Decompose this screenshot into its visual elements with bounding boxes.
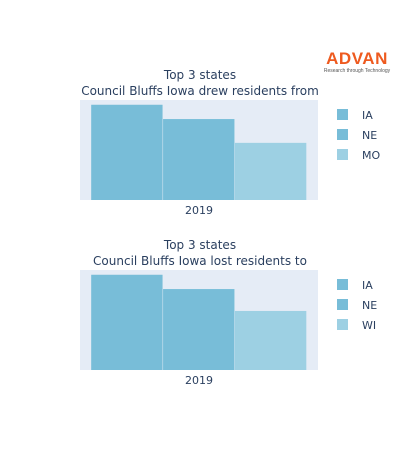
chart-1-legend-label-wi: WI: [362, 319, 376, 332]
chart-0-legend-swatch-ne: [337, 129, 348, 140]
advan-logo: ADVAN Research through Technology: [318, 50, 396, 76]
chart-1-legend-item-wi[interactable]: WI: [337, 319, 376, 332]
chart-0-legend-swatch-ia: [337, 109, 348, 120]
chart-1-legend-swatch-wi: [337, 319, 348, 330]
chart-0-legend-label-ia: IA: [362, 109, 373, 122]
advan-logo-name: ADVAN: [326, 49, 388, 68]
chart-0-legend-item-mo[interactable]: MO: [337, 149, 380, 162]
chart-0-bar-ne[interactable]: [163, 119, 235, 200]
chart-1-title-line-1: Top 3 states: [163, 238, 236, 252]
chart-0-x-tick-label: 2019: [185, 204, 213, 217]
chart-1-bar-wi[interactable]: [234, 310, 307, 370]
chart-0-legend-item-ne[interactable]: NE: [337, 129, 377, 142]
chart-0-legend-label-ne: NE: [362, 129, 377, 142]
chart-1-x-tick-label: 2019: [185, 374, 213, 387]
chart-1-legend-label-ia: IA: [362, 279, 373, 292]
chart-drew-residents-from: Top 3 states Council Bluffs Iowa drew res…: [80, 68, 380, 217]
chart-1-title-line-2: Council Bluffs Iowa lost residents to: [93, 254, 307, 268]
chart-1-legend-item-ne[interactable]: NE: [337, 299, 377, 312]
chart-1-legend-label-ne: NE: [362, 299, 377, 312]
chart-0-legend-item-ia[interactable]: IA: [337, 109, 373, 122]
chart-1-bar-ia[interactable]: [91, 274, 163, 370]
chart-0-bar-ia[interactable]: [91, 104, 163, 200]
chart-1-legend-swatch-ia: [337, 279, 348, 290]
chart-0-legend-label-mo: MO: [362, 149, 380, 162]
advan-logo-tagline: Research through Technology: [323, 68, 391, 74]
chart-0-bar-mo[interactable]: [234, 142, 307, 200]
chart-0-title-line-2: Council Bluffs Iowa drew residents from: [81, 84, 319, 98]
chart-1-bar-ne[interactable]: [163, 289, 235, 370]
chart-0-legend-swatch-mo: [337, 149, 348, 160]
chart-0-title-line-1: Top 3 states: [163, 68, 236, 82]
chart-lost-residents-to: Top 3 states Council Bluffs Iowa lost res…: [80, 238, 377, 387]
chart-1-legend-swatch-ne: [337, 299, 348, 310]
chart-1-legend-item-ia[interactable]: IA: [337, 279, 373, 292]
